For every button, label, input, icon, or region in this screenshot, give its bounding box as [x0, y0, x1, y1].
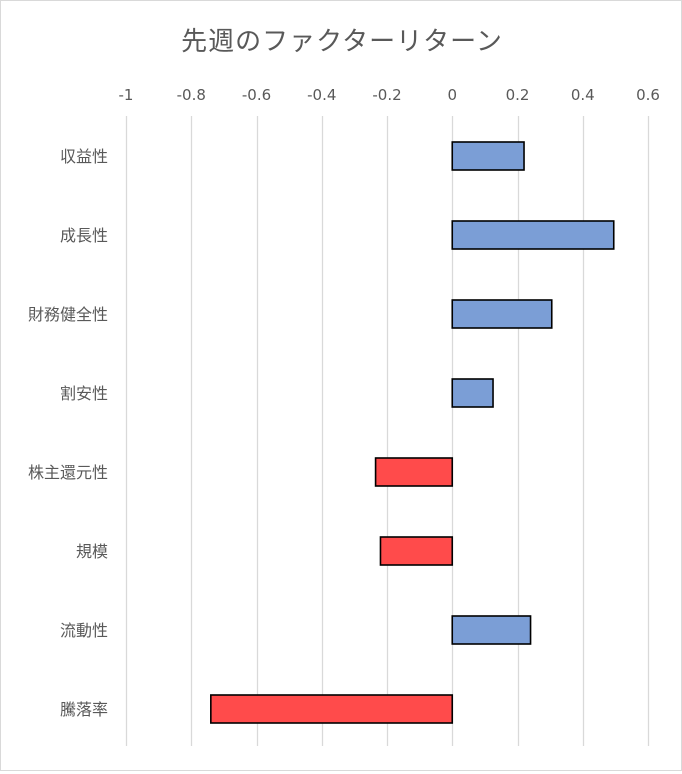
- category-label: 株主還元性: [28, 463, 108, 482]
- bar: [451, 615, 532, 645]
- category-label: 騰落率: [60, 700, 108, 719]
- x-tick-label: -0.2: [372, 86, 401, 104]
- category-label: 財務健全性: [28, 305, 108, 324]
- x-tick-label: -0.6: [242, 86, 271, 104]
- x-tick-label: -0.8: [177, 86, 206, 104]
- bar: [451, 220, 615, 250]
- category-label: 成長性: [60, 226, 108, 245]
- x-tick-label: -1: [119, 86, 134, 104]
- bar: [210, 694, 454, 724]
- bar: [451, 299, 553, 329]
- bar: [379, 536, 454, 566]
- x-tick-label: 0.6: [636, 86, 660, 104]
- x-tick-label: 0: [447, 86, 457, 104]
- x-tick-label: 0.4: [571, 86, 595, 104]
- category-label: 規模: [76, 542, 108, 561]
- chart-title: 先週のファクターリターン: [181, 27, 503, 57]
- bar: [374, 457, 454, 487]
- bar: [451, 141, 525, 171]
- x-tick-label: -0.4: [307, 86, 336, 104]
- category-label: 収益性: [60, 147, 108, 166]
- category-label: 流動性: [60, 621, 108, 640]
- bar: [451, 378, 494, 408]
- x-tick-label: 0.2: [506, 86, 530, 104]
- category-label: 割安性: [60, 384, 108, 403]
